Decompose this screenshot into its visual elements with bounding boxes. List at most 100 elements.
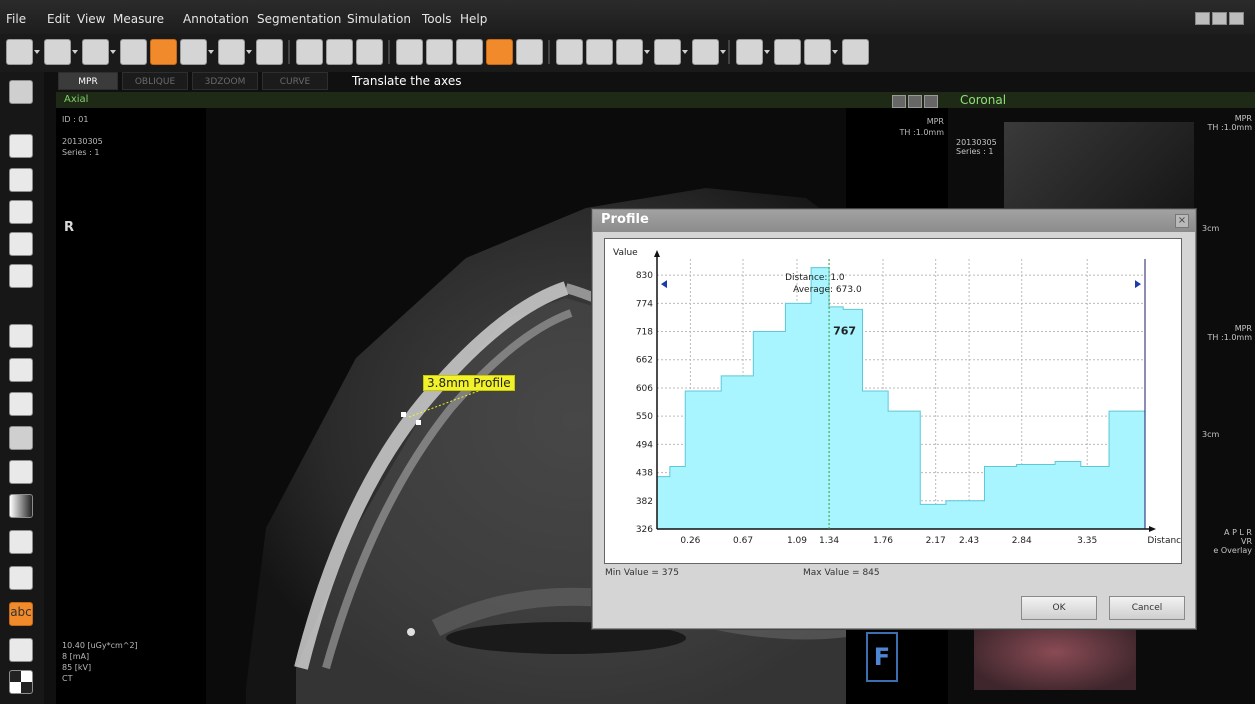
window-level-icon[interactable] [9, 494, 33, 518]
angle-icon[interactable] [9, 134, 33, 158]
curve-icon[interactable] [556, 39, 583, 65]
chart-icon[interactable] [456, 39, 483, 65]
menu-measure[interactable]: Measure [113, 12, 164, 26]
x-tick-label: 2.84 [1012, 536, 1032, 546]
rotate-left-icon[interactable] [9, 168, 33, 192]
y-tick-label: 326 [636, 525, 653, 535]
capture-icon[interactable] [736, 39, 770, 65]
minimize-icon[interactable] [1195, 12, 1210, 25]
y-tick-label: 830 [636, 271, 653, 281]
menu-file[interactable]: File [6, 12, 27, 26]
cube-icon[interactable] [9, 638, 33, 662]
x-tick-label: 0.26 [680, 536, 700, 546]
overlay-icon[interactable] [486, 39, 513, 65]
text-icon[interactable] [326, 39, 353, 65]
tooth-icon[interactable] [44, 39, 78, 65]
axial-mode-info: MPR TH :1.0mm [896, 116, 944, 138]
axial-title: Axial [64, 94, 89, 105]
overlay-label: e Overlay [1213, 546, 1252, 555]
tab-curve[interactable]: CURVE [262, 72, 328, 90]
layout-icon[interactable] [804, 39, 838, 65]
image-edit-icon[interactable] [396, 39, 423, 65]
profile-measurement-label[interactable]: 3.8mm Profile [423, 375, 515, 391]
coronal-image[interactable] [1004, 122, 1194, 210]
3d-tooth-icon[interactable] [120, 39, 147, 65]
status-hint: Translate the axes [352, 74, 462, 88]
range-right-handle[interactable] [1135, 280, 1141, 289]
menu-annotation[interactable]: Annotation [183, 12, 249, 26]
profile-icon[interactable] [150, 39, 177, 65]
menu-tools[interactable]: Tools [422, 12, 452, 26]
y-tick-label: 718 [636, 328, 653, 338]
pan-icon[interactable] [9, 324, 33, 348]
profile-chart-frame: 326 382 438 494 550 606 662 718 774 830 0.26 0.67 1.… [604, 238, 1187, 564]
pen-icon[interactable] [356, 39, 383, 65]
checker-icon[interactable] [9, 670, 33, 694]
dialog-title-bar[interactable]: Profile × [593, 210, 1195, 232]
coronal-series: Series : 1 [956, 147, 994, 156]
sagittal-mode: MPR [1234, 324, 1252, 333]
contrast-icon[interactable] [9, 426, 33, 450]
y-tick-label: 494 [636, 440, 653, 450]
x-tick-label: 1.76 [873, 536, 893, 546]
zoom-tool-icon[interactable] [9, 358, 33, 382]
rotate-right-icon[interactable] [9, 200, 33, 224]
x-axis-arrow [1149, 526, 1156, 532]
menu-view[interactable]: View [77, 12, 106, 26]
find-icon[interactable] [9, 566, 33, 590]
brightness-icon[interactable] [9, 460, 33, 484]
close-icon[interactable]: × [1175, 214, 1189, 228]
coronal-info: 20130305 Series : 1 [956, 138, 997, 156]
arch-icon[interactable] [82, 39, 116, 65]
patient-icon[interactable] [774, 39, 801, 65]
x-tick-label: 1.09 [787, 536, 807, 546]
tab-oblique[interactable]: OBLIQUE [122, 72, 188, 90]
lock-icon[interactable] [256, 39, 283, 65]
coronal-header: Coronal [948, 92, 1255, 108]
ruler-icon[interactable] [6, 39, 40, 65]
nerve-icon[interactable] [586, 39, 613, 65]
cancel-button[interactable]: Cancel [1109, 596, 1185, 620]
range-left-handle[interactable] [661, 280, 667, 289]
image-grid-icon[interactable] [426, 39, 453, 65]
menu-edit[interactable]: Edit [47, 12, 71, 26]
ok-button[interactable]: OK [1021, 596, 1097, 620]
magnifier-icon[interactable] [9, 392, 33, 416]
axial-info-bottom: 10.40 [uGy*cm^2] 8 [mA] 85 [kV] CT [62, 640, 138, 684]
y-tick-label: 382 [636, 497, 653, 507]
navigator-icon[interactable] [218, 39, 252, 65]
main-toolbar [0, 34, 1255, 72]
pointer-icon[interactable] [296, 39, 323, 65]
menu-help[interactable]: Help [460, 12, 488, 26]
magnet-icon[interactable] [9, 264, 33, 288]
y-tick-label: 606 [636, 384, 653, 394]
restore-icon[interactable] [1212, 12, 1227, 25]
profile-chart[interactable]: 326 382 438 494 550 606 662 718 774 830 0.26 0.67 1.… [605, 239, 1187, 563]
coronal-title: Coronal [960, 93, 1007, 107]
implant-icon[interactable] [692, 39, 726, 65]
box-icon[interactable] [180, 39, 214, 65]
flip-icon[interactable] [9, 232, 33, 256]
panorama-measure-icon[interactable] [654, 39, 688, 65]
print-layout-icon[interactable] [9, 530, 33, 554]
coronal-study-date: 20130305 [956, 138, 997, 147]
profile-area [656, 267, 1146, 530]
tab-mpr[interactable]: MPR [58, 72, 118, 90]
split-view-icon[interactable] [892, 95, 906, 108]
orientation-right-label: R [64, 220, 75, 235]
distance-annotation: Distance: 1.0 [785, 273, 845, 283]
text-annotation-icon[interactable]: abc [9, 602, 33, 626]
panorama-icon[interactable] [616, 39, 650, 65]
tools-icon[interactable] [842, 39, 869, 65]
orientation-f-marker: F [866, 632, 898, 682]
list-view-icon[interactable] [908, 95, 922, 108]
close-icon[interactable] [1229, 12, 1244, 25]
printer-icon[interactable] [9, 80, 33, 104]
export-icon[interactable] [516, 39, 543, 65]
study-date: 20130305 [62, 137, 103, 146]
dialog-title: Profile [601, 212, 649, 227]
menu-segmentation[interactable]: Segmentation [257, 12, 342, 26]
tab-3dzoom[interactable]: 3DZOOM [192, 72, 258, 90]
maximize-view-icon[interactable] [924, 95, 938, 108]
menu-simulation[interactable]: Simulation [347, 12, 411, 26]
